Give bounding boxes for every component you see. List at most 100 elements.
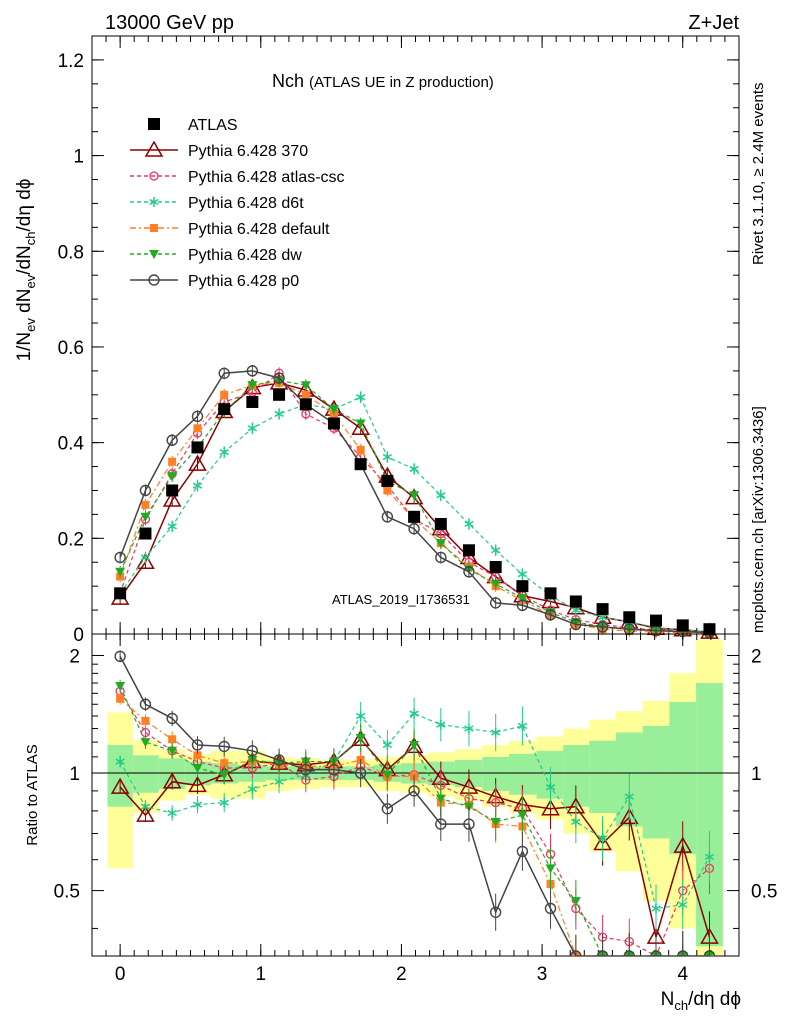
ratio-point — [273, 754, 285, 766]
y-tick-label: 0 — [73, 625, 84, 646]
ratio-point — [116, 694, 125, 703]
ratio-point — [114, 650, 126, 663]
ratio-point — [167, 746, 178, 756]
series-point — [463, 566, 475, 578]
ratio-point — [140, 801, 151, 812]
ratio-point — [382, 770, 393, 780]
series-point — [436, 490, 446, 501]
mcplots-label: mcplots.cern.ch [arXiv:1306.3436] — [750, 406, 767, 633]
star-stroke — [115, 758, 125, 765]
star-stroke — [247, 425, 258, 432]
ratio-line — [119, 690, 710, 956]
series-point — [517, 569, 528, 580]
data-point — [569, 595, 582, 608]
data-point — [327, 417, 340, 430]
series-point — [246, 365, 259, 377]
ratio-point — [597, 833, 608, 844]
star-stroke — [149, 198, 159, 206]
data-point — [596, 603, 609, 616]
ratio-point — [677, 950, 689, 956]
star-stroke — [355, 394, 366, 401]
series-point — [167, 521, 177, 532]
star-stroke — [571, 818, 581, 825]
chart-title: Nch (ATLAS UE in Z production) — [272, 71, 494, 91]
series-point — [141, 500, 150, 509]
ratio-point — [624, 791, 634, 802]
series-point — [192, 480, 203, 491]
series-point — [273, 372, 285, 384]
legend-label: Pythia 6.428 p0 — [188, 273, 299, 290]
ratio-point — [274, 776, 284, 787]
star-stroke — [247, 785, 258, 793]
data-point — [408, 510, 421, 523]
legend-marker — [144, 140, 164, 157]
process-label: Z+Jet — [688, 12, 739, 34]
series-point — [381, 511, 394, 523]
data-point — [434, 517, 447, 530]
series-point — [356, 445, 365, 454]
series-point — [139, 484, 152, 497]
series-point — [140, 512, 151, 522]
ratio-point — [570, 897, 581, 907]
star-stroke — [219, 799, 229, 806]
star-stroke — [571, 606, 581, 614]
legend-marker — [148, 274, 160, 286]
star-stroke — [436, 721, 446, 728]
star-stroke — [167, 809, 177, 817]
ratio-point — [139, 698, 152, 710]
series-point — [490, 545, 501, 556]
data-point — [299, 398, 312, 411]
series-point — [516, 599, 529, 611]
series-point — [382, 451, 393, 462]
series-point — [383, 486, 392, 495]
series-point — [408, 523, 420, 535]
star-stroke — [490, 547, 501, 554]
series-point — [301, 390, 310, 399]
series-point — [191, 410, 204, 423]
series-point — [544, 609, 557, 621]
ratio-point — [435, 794, 446, 804]
ratio-point — [246, 745, 259, 757]
series-point — [409, 491, 420, 501]
ratio-point — [571, 816, 581, 827]
ratio-tick-label-right: 2 — [751, 646, 762, 667]
star-stroke — [274, 778, 284, 785]
legend-marker-atlas — [148, 118, 160, 130]
ratio-point — [219, 770, 230, 780]
x-tick-label: 4 — [677, 964, 688, 985]
star-stroke — [355, 712, 366, 720]
series-point — [136, 552, 155, 569]
ratio-point — [354, 767, 367, 779]
star-stroke — [651, 905, 661, 912]
data-point — [139, 527, 152, 540]
star-stroke — [192, 801, 203, 808]
star-stroke — [545, 784, 556, 791]
series-point — [220, 390, 229, 399]
series-point — [435, 539, 446, 549]
ratio-point — [140, 738, 151, 748]
rivet-version-label: Rivet 3.1.10, ≥ 2.4M events — [750, 83, 767, 266]
ratio-point — [110, 777, 130, 794]
ratio-point — [192, 799, 203, 810]
ratio-point — [596, 950, 609, 956]
ratio-point — [218, 740, 230, 753]
legend-label: Pythia 6.428 370 — [188, 143, 308, 160]
data-point — [489, 561, 502, 574]
data-point — [516, 580, 529, 593]
data-point — [114, 587, 127, 600]
star-stroke — [274, 410, 284, 418]
ratio-point — [355, 733, 366, 743]
ratio-point — [188, 775, 207, 793]
legend-marker — [150, 224, 158, 232]
ratio-point — [166, 712, 178, 725]
legend-label: Pythia 6.428 atlas-csc — [188, 169, 345, 186]
star-stroke — [464, 725, 474, 732]
ratio-point — [355, 710, 366, 721]
data-point — [462, 544, 475, 557]
series-point — [247, 381, 258, 391]
ratio-point — [570, 950, 582, 956]
y-tick-label: 0.6 — [58, 338, 84, 359]
ratio-point — [435, 818, 447, 830]
legend-marker — [149, 171, 159, 181]
series-point — [114, 551, 126, 564]
